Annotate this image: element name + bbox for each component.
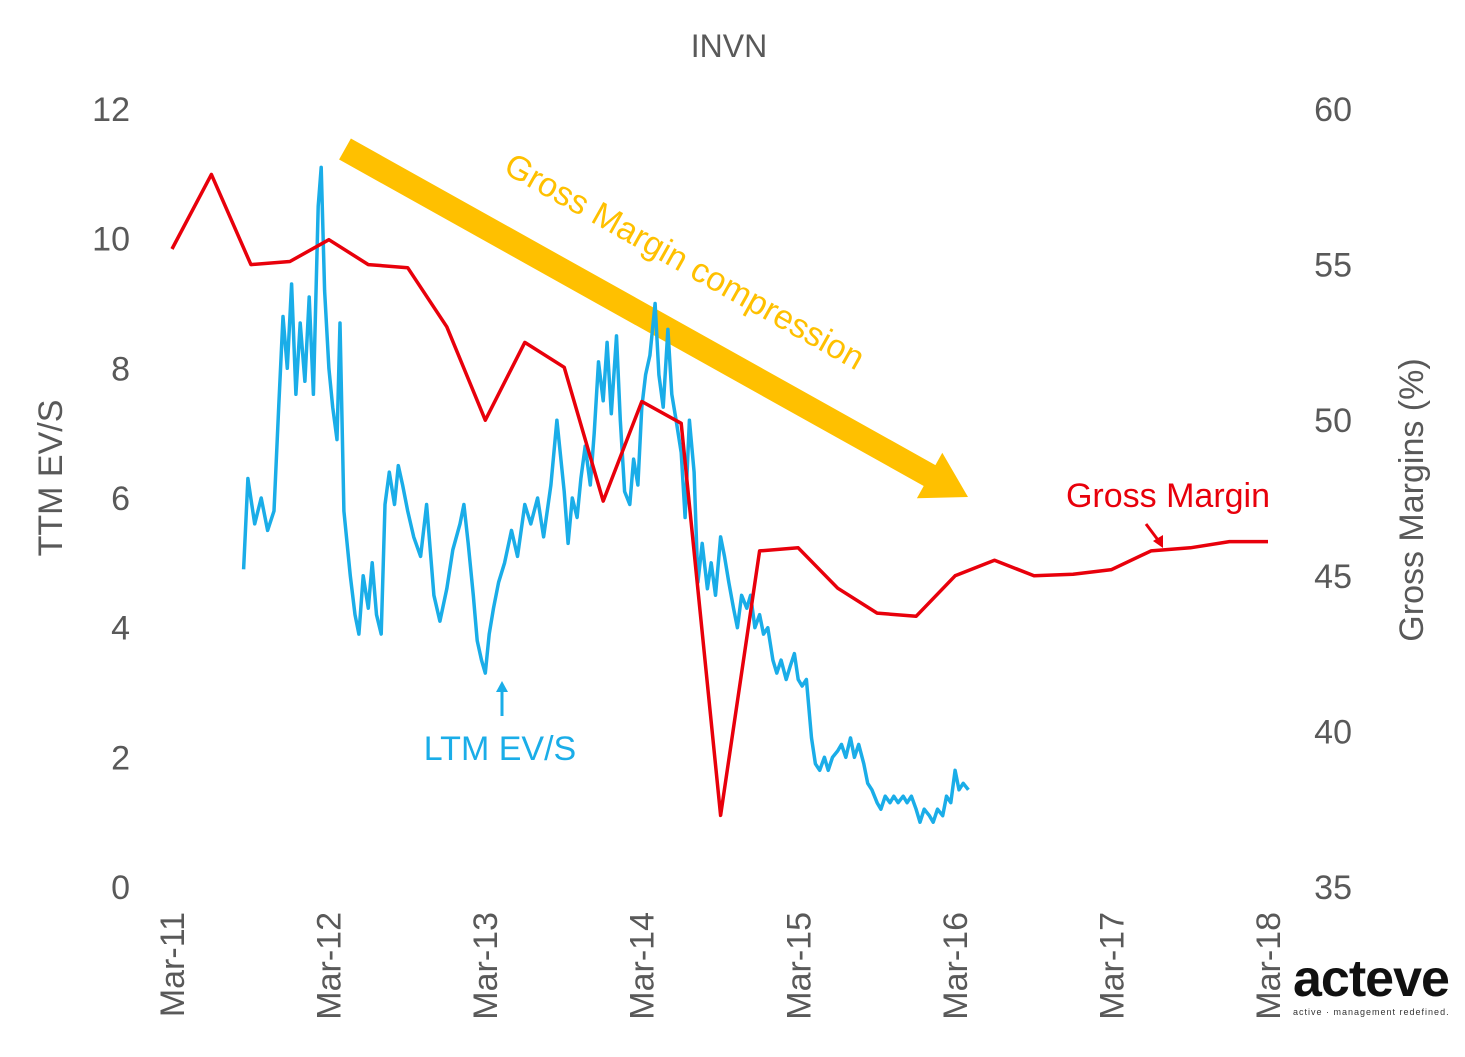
logo-wordmark: acteve	[1293, 950, 1450, 1008]
right-tick-label: 55	[1314, 247, 1352, 285]
left-tick-label: 8	[111, 350, 130, 388]
x-tick-label: Mar-11	[154, 912, 192, 1017]
left-axis-title: TTM EV/S	[32, 400, 70, 557]
gross-margin-line	[170, 172, 1268, 818]
x-tick-label: Mar-12	[311, 912, 349, 1020]
ltm-ev-s-label: LTM EV/S	[424, 730, 576, 768]
ltm-ev-s-line	[241, 165, 970, 824]
left-tick-label: 6	[111, 480, 130, 518]
right-axis-ticks: 35 40 45 50 55 60	[1314, 91, 1352, 907]
left-tick-label: 0	[111, 869, 130, 907]
right-tick-label: 35	[1314, 869, 1352, 907]
left-tick-label: 10	[92, 221, 130, 259]
x-axis-ticks: Mar-11 Mar-12 Mar-13 Mar-14 Mar-15 Mar-16 Mar-…	[154, 912, 1288, 1020]
chart-title: INVN	[691, 28, 767, 64]
x-tick-label: Mar-13	[467, 912, 505, 1020]
x-tick-label: Mar-15	[780, 912, 818, 1020]
x-tick-label: Mar-18	[1250, 912, 1288, 1020]
gross-margin-label: Gross Margin	[1066, 477, 1270, 515]
gross-margin-callout-arrowhead	[1153, 535, 1163, 548]
left-tick-label: 4	[111, 610, 130, 648]
logo-tagline: active · management redefined.	[1293, 1007, 1450, 1017]
gross-margin-callout-arrow	[1144, 523, 1160, 541]
x-tick-label: Mar-14	[624, 912, 662, 1020]
right-tick-label: 40	[1314, 713, 1352, 751]
left-axis-ticks: 0 2 4 6 8 10 12	[92, 91, 130, 907]
acteve-logo: acteve active · management redefined.	[1293, 953, 1453, 1017]
right-tick-label: 60	[1314, 91, 1352, 129]
x-tick-label: Mar-17	[1093, 912, 1131, 1020]
gross-margin-callout: Gross Margin	[1066, 477, 1270, 548]
left-tick-label: 12	[92, 91, 130, 129]
right-tick-label: 50	[1314, 402, 1352, 440]
right-axis-title: Gross Margins (%)	[1393, 358, 1431, 641]
x-tick-label: Mar-16	[937, 912, 975, 1020]
ltm-ev-s-callout-arrowhead	[496, 681, 508, 692]
right-tick-label: 45	[1314, 558, 1352, 596]
left-tick-label: 2	[111, 739, 130, 777]
ltm-ev-s-callout: LTM EV/S	[424, 681, 576, 768]
